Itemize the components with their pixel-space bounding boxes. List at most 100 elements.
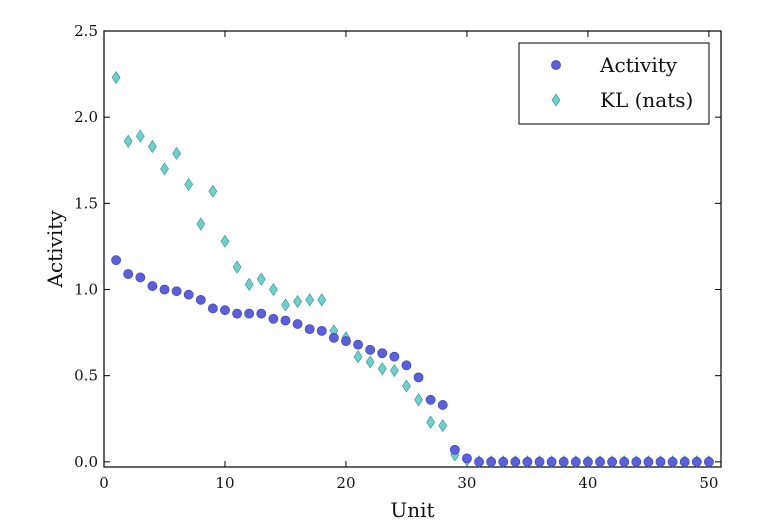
activity-point (328, 332, 339, 343)
x-tick-label: 30 (457, 474, 476, 492)
kl-point (389, 363, 399, 378)
kl-point (172, 146, 181, 160)
kl-point (184, 177, 194, 191)
activity-point (111, 255, 121, 266)
activity-point (631, 456, 642, 467)
activity-point (159, 284, 170, 295)
activity-point (292, 319, 303, 329)
activity-point (498, 456, 509, 467)
kl-point (160, 162, 169, 176)
kl-point (305, 293, 315, 307)
activity-point (316, 325, 327, 336)
activity-point (171, 286, 182, 297)
kl-point (293, 295, 302, 309)
activity-point (183, 289, 194, 300)
activity-point (232, 308, 242, 319)
activity-point (353, 339, 363, 350)
activity-point (691, 456, 702, 467)
activity-point (643, 456, 654, 467)
x-tick-label: 50 (699, 474, 718, 492)
activity-point (510, 456, 521, 467)
activity-point (704, 456, 714, 467)
activity-point (486, 456, 497, 467)
data-points (111, 70, 714, 469)
y-tick-label: 1.0 (74, 280, 98, 298)
axis-ticks: 0 10 20 30 40 50 0.0 0.5 1.0 1.5 2.0 2.5 (74, 22, 721, 492)
x-tick-label: 0 (99, 474, 109, 492)
kl-point (256, 272, 266, 286)
activity-point (558, 456, 569, 467)
activity-point (365, 344, 376, 355)
kl-point (196, 217, 206, 231)
activity-point (413, 372, 424, 383)
kl-point (317, 293, 327, 307)
activity-point (256, 308, 267, 319)
y-tick-label: 0.5 (74, 367, 98, 385)
activity-point (341, 336, 351, 347)
activity-point (195, 294, 206, 305)
y-tick-label: 1.5 (74, 194, 98, 212)
kl-point (232, 260, 242, 274)
activity-point (244, 308, 255, 319)
activity-point (304, 324, 315, 335)
kl-point (123, 134, 133, 148)
activity-point (401, 360, 412, 371)
activity-point (268, 313, 279, 324)
legend-label-kl: KL (nats) (600, 88, 693, 112)
kl-point (111, 70, 121, 85)
activity-point (607, 456, 618, 467)
kl-point (365, 355, 375, 369)
activity-point (437, 400, 448, 410)
kl-point (208, 184, 218, 198)
kl-point (244, 277, 254, 291)
activity-point (619, 456, 630, 467)
activity-point (123, 269, 134, 279)
y-tick-label: 0.0 (74, 453, 98, 471)
kl-point (414, 393, 423, 407)
kl-point (269, 282, 278, 297)
activity-point (135, 272, 146, 283)
activity-point (522, 456, 533, 467)
legend-marker-kl (551, 93, 561, 107)
activity-point (679, 456, 690, 467)
activity-point (220, 305, 230, 316)
activity-point (655, 456, 666, 467)
activity-point (147, 281, 158, 291)
kl-point (438, 419, 448, 433)
activity-point (425, 394, 436, 405)
kl-point (402, 379, 411, 393)
activity-point (534, 456, 545, 467)
x-tick-label: 20 (336, 474, 355, 492)
activity-point (474, 456, 484, 467)
x-axis-label: Unit (390, 498, 434, 522)
activity-point (280, 315, 291, 326)
activity-point (389, 351, 400, 362)
activity-point (462, 453, 472, 464)
plot-area (103, 30, 722, 468)
activity-point (546, 456, 557, 467)
legend: Activity KL (nats) (518, 42, 710, 125)
activity-point (595, 456, 605, 467)
activity-point (449, 444, 460, 455)
kl-point (148, 139, 157, 154)
y-tick-label: 2.5 (74, 22, 98, 40)
activity-point (570, 456, 581, 467)
legend-box (518, 42, 710, 125)
y-tick-label: 2.0 (74, 108, 98, 126)
kl-point (135, 129, 145, 143)
activity-point (207, 303, 218, 314)
kl-point (377, 362, 387, 376)
kl-point (426, 415, 436, 429)
activity-point (583, 456, 593, 467)
y-axis-label: Activity (43, 210, 67, 289)
legend-label-activity: Activity (599, 53, 678, 77)
kl-point (220, 234, 230, 248)
legend-marker-activity (551, 60, 561, 70)
kl-point (353, 350, 363, 364)
x-tick-label: 40 (578, 474, 597, 492)
activity-point (667, 456, 678, 467)
activity-point (377, 348, 388, 359)
kl-point (281, 298, 290, 312)
x-tick-label: 10 (215, 474, 234, 492)
